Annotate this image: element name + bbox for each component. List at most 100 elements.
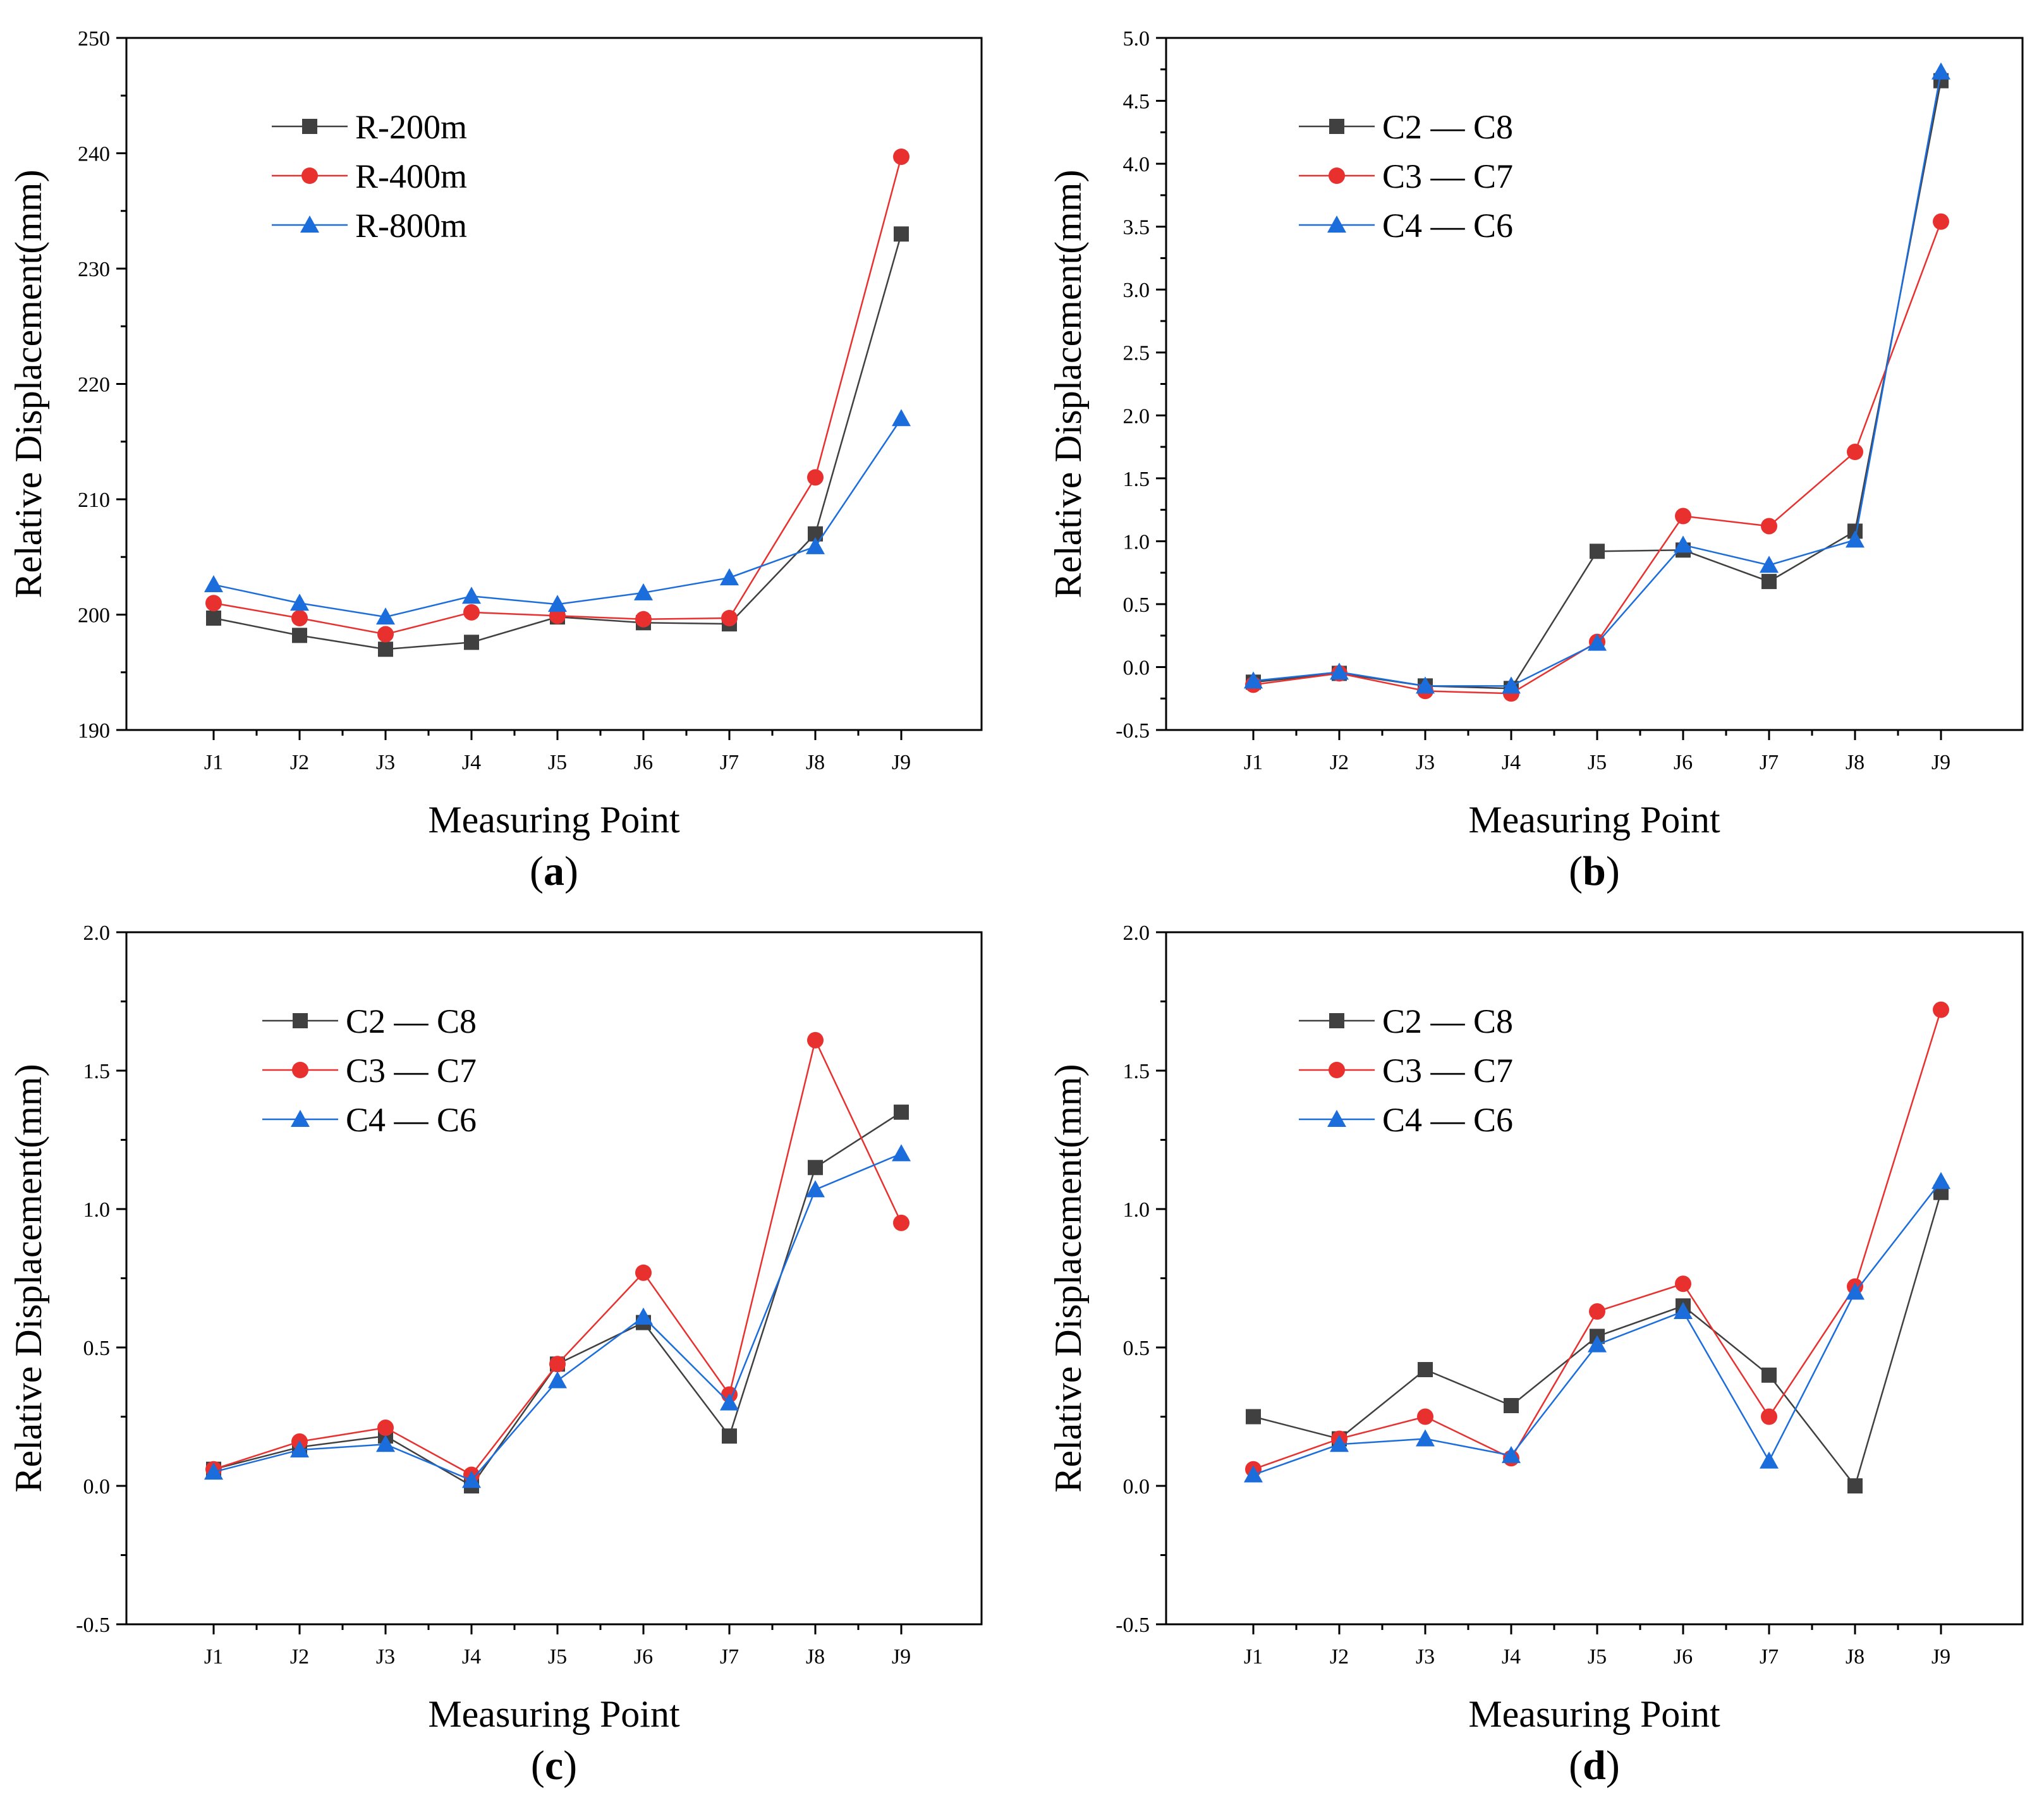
data-point <box>1674 535 1693 553</box>
data-point <box>807 469 824 486</box>
y-tick-label: -0.5 <box>76 1614 110 1637</box>
panel-label-letter: c <box>545 1742 563 1789</box>
data-point <box>1847 444 1863 461</box>
x-axis-title: Measuring Point <box>428 1693 680 1735</box>
x-tick-label: J6 <box>634 751 653 774</box>
data-point <box>1589 1303 1605 1320</box>
panel-label: (a) <box>530 848 578 894</box>
data-point <box>893 1214 909 1231</box>
series-line <box>1253 1009 1942 1470</box>
chart-panel-c: -0.5 0.0 0.5 1.0 1.5 2.0 J1 J2 J3 J4 J5 J6 J7 J8 J9 Mea… <box>8 921 983 1789</box>
series-line <box>1253 221 1942 695</box>
x-tick-label: J4 <box>1502 751 1521 774</box>
panel-label-close: ) <box>564 848 578 894</box>
data-point <box>378 641 393 657</box>
data-point <box>1933 1001 1949 1018</box>
y-tick-label: 3.5 <box>1123 216 1150 240</box>
data-point <box>894 1104 909 1120</box>
y-tick-label: 1.0 <box>83 1198 111 1222</box>
chart-panel-a: 190 200 210 220 230 240 250 J1 J2 J3 J4 J5 J6 J7 J8 J9 M… <box>8 27 983 894</box>
x-tick-label: J3 <box>1416 751 1435 774</box>
data-point <box>1846 530 1865 548</box>
series-line <box>1253 80 1942 690</box>
data-point <box>1675 508 1691 525</box>
chart-panel-d: -0.5 0.0 0.5 1.0 1.5 2.0 J1 J2 J3 J4 J5 J6 J7 J8 J9 Mea… <box>1047 921 2024 1789</box>
panel-label: (c) <box>531 1742 577 1789</box>
data-point <box>634 583 653 600</box>
data-point <box>806 1180 825 1198</box>
legend-marker <box>1329 1013 1344 1028</box>
x-tick-label: J2 <box>290 751 309 774</box>
y-tick-label: 1.0 <box>1123 530 1150 554</box>
series-3 <box>204 409 911 625</box>
panel-label-letter: b <box>1583 848 1606 894</box>
chart-panel-b: -0.5 0.0 0.5 1.0 1.5 2.0 2.5 3.0 3.5 4.0 4.5 5.0 J1 J… <box>1047 27 2024 894</box>
y-tick-label: 190 <box>78 719 110 743</box>
legend-marker <box>302 119 317 134</box>
y-tick-label: 200 <box>78 604 110 628</box>
data-point <box>204 1462 223 1480</box>
y-tick-label: 1.0 <box>1123 1198 1150 1222</box>
data-point <box>1244 671 1263 689</box>
data-point <box>1244 1465 1263 1483</box>
legend-label: R-400m <box>355 157 467 195</box>
x-tick-label: J3 <box>1416 1645 1435 1669</box>
legend-marker <box>300 216 319 233</box>
data-point <box>1502 1445 1521 1463</box>
y-tick-label: 2.0 <box>1123 921 1150 945</box>
y-tick-label: 1.5 <box>83 1060 111 1083</box>
x-tick-label: J4 <box>462 1645 481 1669</box>
panel-label-open: ( <box>530 848 544 894</box>
legend-marker <box>301 167 318 184</box>
legend-marker <box>1329 1062 1345 1078</box>
legend-marker <box>1329 119 1344 134</box>
legend: C2 — C8 C3 — C7 C4 — C6 <box>1299 1002 1513 1139</box>
data-point <box>1504 1397 1519 1413</box>
panel-label: (d) <box>1569 1742 1620 1789</box>
x-tick-label: J6 <box>634 1645 653 1669</box>
data-point <box>462 1471 481 1488</box>
legend-marker <box>1327 216 1346 233</box>
data-point <box>1675 1275 1691 1292</box>
data-point <box>806 537 825 554</box>
y-axis-title: Relative Displacement(mm) <box>1047 1064 1089 1492</box>
x-tick-label: J7 <box>720 751 739 774</box>
data-point <box>634 1307 653 1325</box>
data-point <box>376 1435 395 1452</box>
y-axis-title: Relative Displacement(mm) <box>8 1064 49 1492</box>
series-line <box>213 233 903 650</box>
x-tick-label: J9 <box>1931 1645 1950 1669</box>
y-tick-label: 0.0 <box>1123 656 1150 679</box>
series-line <box>213 418 903 618</box>
legend-marker <box>292 1062 308 1078</box>
x-tick-label: J9 <box>892 1645 911 1669</box>
x-tick-label: J1 <box>204 1645 223 1669</box>
legend-label: C4 — C6 <box>346 1101 477 1139</box>
y-tick-label: 5.0 <box>1123 27 1150 51</box>
legend-label: C4 — C6 <box>1382 207 1513 245</box>
data-point <box>720 1393 739 1411</box>
y-tick-label: 2.0 <box>83 921 111 945</box>
legend-label: C4 — C6 <box>1382 1101 1513 1139</box>
x-tick-label: J4 <box>1502 1645 1521 1669</box>
data-point <box>1590 544 1605 559</box>
x-tick-label: J6 <box>1674 751 1693 774</box>
legend-marker <box>291 1110 310 1127</box>
y-tick-label: 250 <box>78 27 110 51</box>
data-point <box>1933 213 1949 230</box>
legend-marker <box>1327 1110 1346 1127</box>
data-point <box>290 593 309 611</box>
x-tick-label: J5 <box>548 1645 567 1669</box>
data-point <box>1246 1409 1261 1425</box>
y-tick-label: 2.5 <box>1123 342 1150 365</box>
y-tick-label: 4.0 <box>1123 153 1150 176</box>
data-point <box>1931 62 1950 80</box>
data-point <box>1931 1172 1950 1189</box>
x-tick-label: J1 <box>1244 1645 1263 1669</box>
data-point <box>721 609 738 626</box>
data-point <box>1416 1429 1435 1447</box>
series-line <box>1253 1181 1942 1476</box>
data-point <box>893 148 909 165</box>
y-axis-title: Relative Displacement(mm) <box>1047 169 1089 598</box>
